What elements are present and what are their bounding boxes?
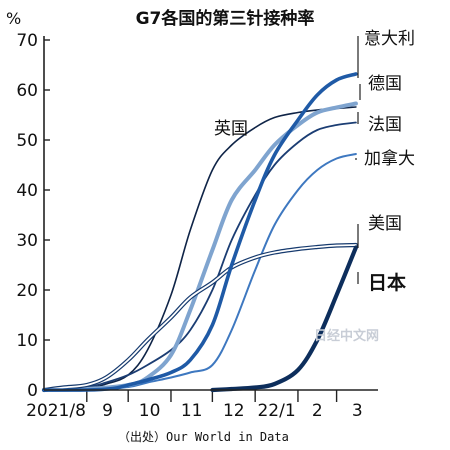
series-label-5: 加拿大: [364, 148, 415, 169]
x-tick-label: 22/1: [257, 401, 295, 421]
y-tick-label: 70: [16, 31, 38, 51]
series-line-6-outline: [41, 242, 358, 393]
series-label-2: 意大利: [364, 29, 415, 49]
y-axis-unit: %: [6, 9, 21, 28]
y-tick-label: 30: [16, 231, 38, 251]
x-tick-label: 3: [352, 401, 363, 421]
y-tick-label: 60: [16, 81, 38, 101]
series-line-5: [43, 153, 357, 392]
chart-title: G7各国的第三针接种率: [136, 8, 315, 29]
x-tick-label: 9: [102, 401, 113, 421]
y-tick-label: 0: [27, 381, 38, 401]
x-ticks: 2021/8 9 10 11 12 22/1 2 3: [26, 390, 363, 421]
y-tick-label: 40: [16, 181, 38, 201]
x-tick-label: 11: [181, 401, 203, 421]
series-label-1: 英国: [214, 119, 248, 139]
y-tick-label: 10: [16, 331, 38, 351]
series-label-3: 德国: [368, 74, 402, 94]
series-line-1: [43, 106, 357, 391]
x-tick-label: 2021/8: [26, 401, 86, 421]
series-label-7: 日本: [368, 271, 406, 294]
x-tick-label: 12: [223, 401, 245, 421]
series-line-4: [43, 121, 357, 391]
y-tick-label: 50: [16, 131, 38, 151]
series-label-4: 法国: [368, 115, 402, 135]
series-lines: [41, 72, 358, 393]
x-tick-label: 2: [312, 401, 323, 421]
series-label-6: 美国: [368, 214, 402, 234]
source-note: （出处）Our World in Data: [118, 430, 289, 444]
y-tick-label: 20: [16, 281, 38, 301]
y-ticks: 0 10 20 30 40 50 60 70: [16, 31, 50, 401]
series-line-7: [210, 245, 358, 393]
x-tick-label: 10: [139, 401, 161, 421]
watermark: 日经中文网: [314, 328, 379, 344]
series-line-6: [43, 244, 357, 391]
series-line-2: [42, 72, 358, 392]
